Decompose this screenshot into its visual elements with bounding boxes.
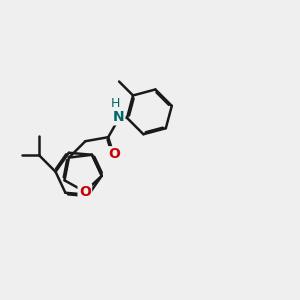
Text: N: N [112, 110, 124, 124]
Text: H: H [111, 97, 120, 110]
Text: O: O [79, 184, 91, 199]
Text: O: O [108, 148, 120, 161]
